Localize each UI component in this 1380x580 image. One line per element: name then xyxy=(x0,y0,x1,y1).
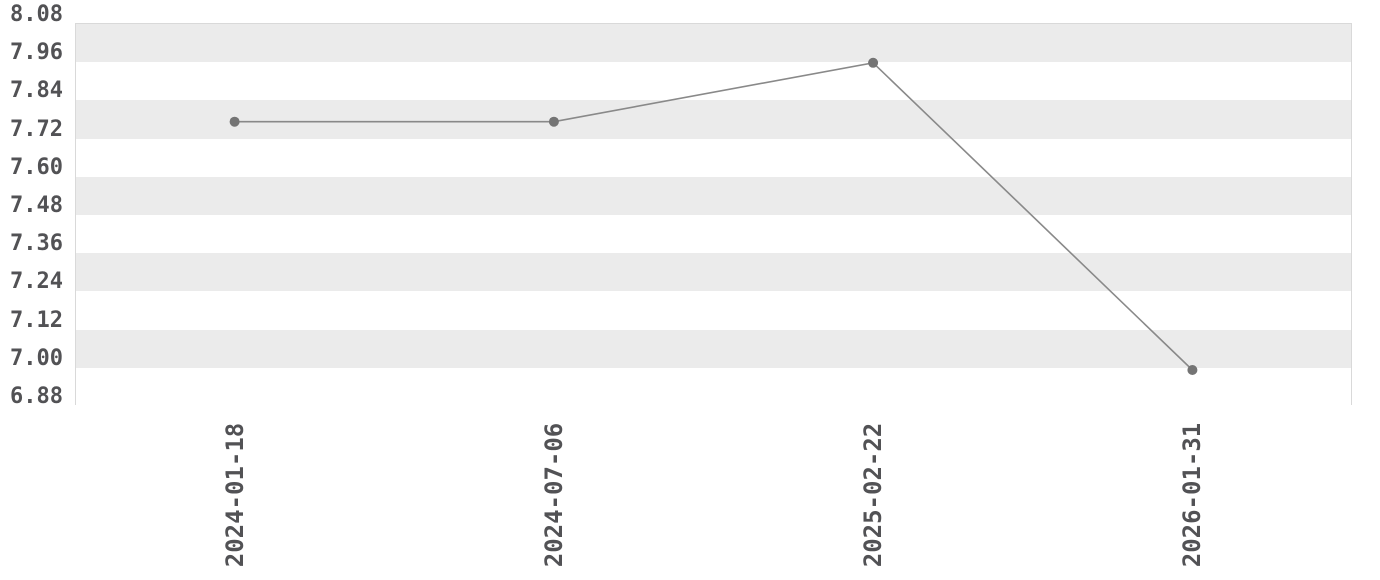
grid-band xyxy=(76,329,1351,368)
grid-band xyxy=(76,215,1351,254)
x-axis-tick-label: 2024-01-18 xyxy=(220,422,249,568)
y-axis: 8.08 7.96 7.84 7.72 7.60 7.48 7.36 7.24 7.12 7.00… xyxy=(0,0,63,580)
y-axis-tick-label: 7.96 xyxy=(10,40,63,66)
y-axis-tick-label: 7.72 xyxy=(10,116,63,142)
y-axis-tick-label: 7.24 xyxy=(10,269,63,295)
grid-band xyxy=(76,367,1351,406)
y-axis-tick-label: 8.08 xyxy=(10,2,63,27)
grid-band xyxy=(76,253,1351,292)
y-axis-tick-label: 7.36 xyxy=(10,231,63,257)
grid-band xyxy=(76,291,1351,330)
y-axis-tick-label: 7.84 xyxy=(10,78,63,104)
x-axis-tick-label: 2026-01-31 xyxy=(1178,422,1207,568)
plot-area xyxy=(75,23,1352,406)
grid-band xyxy=(76,24,1351,63)
y-axis-tick-label: 7.00 xyxy=(10,345,63,371)
y-axis-tick-label: 7.12 xyxy=(10,307,63,333)
grid-band xyxy=(76,138,1351,177)
y-axis-tick-label: 7.60 xyxy=(10,154,63,180)
x-axis-tick-label: 2025-02-22 xyxy=(859,422,888,568)
grid-band xyxy=(76,62,1351,101)
x-axis-tick-label: 2024-07-06 xyxy=(539,422,568,568)
y-axis-tick-label: 6.88 xyxy=(10,384,63,409)
grid-band xyxy=(76,100,1351,139)
grid-band xyxy=(76,176,1351,215)
y-axis-tick-label: 7.48 xyxy=(10,193,63,218)
